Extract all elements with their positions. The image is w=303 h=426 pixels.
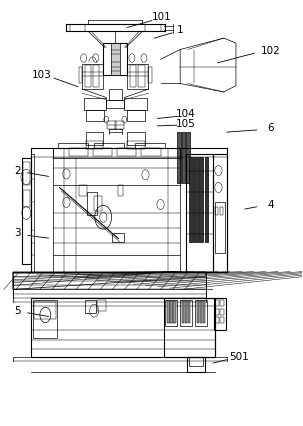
Bar	[86, 141, 103, 149]
Bar	[127, 63, 148, 89]
Bar	[170, 301, 173, 322]
Bar	[214, 298, 226, 330]
Bar	[215, 202, 225, 253]
Bar	[197, 301, 199, 322]
Bar	[86, 132, 103, 145]
Bar	[109, 89, 122, 100]
Bar	[82, 63, 103, 89]
Bar	[85, 300, 96, 313]
Bar	[130, 65, 136, 87]
Bar	[188, 301, 190, 322]
Bar	[205, 157, 208, 242]
Bar	[93, 65, 99, 87]
Bar	[79, 185, 87, 196]
Bar	[103, 43, 127, 75]
Bar	[165, 300, 177, 325]
Bar	[68, 148, 88, 156]
Bar	[138, 65, 145, 87]
Text: 6: 6	[267, 123, 274, 133]
Bar	[187, 357, 205, 372]
Bar	[200, 301, 202, 322]
Bar	[215, 317, 219, 323]
Bar	[118, 185, 123, 196]
Bar	[117, 148, 136, 156]
Bar	[220, 317, 224, 323]
Text: 501: 501	[229, 352, 249, 363]
Bar	[112, 233, 124, 242]
Bar	[33, 300, 57, 338]
Bar	[31, 298, 215, 357]
Bar	[79, 66, 82, 83]
Bar	[23, 190, 30, 207]
Bar	[195, 300, 207, 325]
Bar	[97, 300, 106, 311]
Bar	[127, 141, 145, 149]
Bar	[189, 357, 203, 366]
Bar	[85, 65, 91, 87]
Bar	[215, 300, 219, 306]
Text: 101: 101	[152, 12, 172, 22]
Bar	[31, 153, 34, 272]
Bar	[22, 158, 31, 264]
Text: 104: 104	[176, 109, 196, 119]
Bar	[84, 98, 106, 110]
Bar	[106, 100, 124, 108]
Bar	[53, 148, 180, 158]
Bar	[111, 43, 120, 75]
Bar	[93, 148, 112, 156]
Bar	[135, 143, 165, 148]
Bar	[124, 98, 147, 110]
Bar	[167, 301, 170, 322]
Bar	[58, 143, 88, 148]
Bar	[199, 157, 203, 242]
Bar	[213, 153, 227, 272]
Bar	[215, 207, 218, 215]
Bar	[215, 308, 219, 315]
Bar	[86, 110, 104, 121]
Bar	[182, 301, 184, 322]
Text: 103: 103	[32, 70, 51, 80]
Bar	[35, 302, 55, 319]
Text: 105: 105	[176, 119, 196, 129]
Text: 5: 5	[14, 306, 21, 316]
Bar	[31, 148, 227, 272]
Text: 102: 102	[261, 46, 281, 56]
Bar	[177, 132, 181, 183]
Bar	[194, 157, 198, 242]
Bar	[220, 308, 224, 315]
Bar	[182, 132, 185, 183]
Bar	[220, 300, 224, 306]
Bar	[189, 157, 193, 242]
Bar	[180, 300, 192, 325]
Bar	[164, 298, 215, 357]
Bar	[186, 153, 213, 272]
Bar	[87, 192, 97, 215]
Bar	[203, 301, 205, 322]
Text: 2: 2	[14, 166, 21, 176]
Text: 4: 4	[267, 199, 274, 210]
Bar	[173, 301, 176, 322]
Bar	[94, 143, 124, 148]
Bar	[185, 301, 187, 322]
Bar	[148, 66, 152, 83]
Bar	[23, 162, 30, 185]
Bar	[220, 207, 223, 215]
Bar	[186, 132, 190, 183]
Bar	[107, 121, 116, 129]
Text: 1: 1	[177, 25, 183, 35]
Bar	[127, 110, 145, 121]
Bar	[127, 132, 145, 145]
Bar	[94, 196, 102, 211]
Bar	[141, 148, 161, 156]
Text: 3: 3	[14, 228, 21, 239]
Bar	[115, 121, 124, 129]
